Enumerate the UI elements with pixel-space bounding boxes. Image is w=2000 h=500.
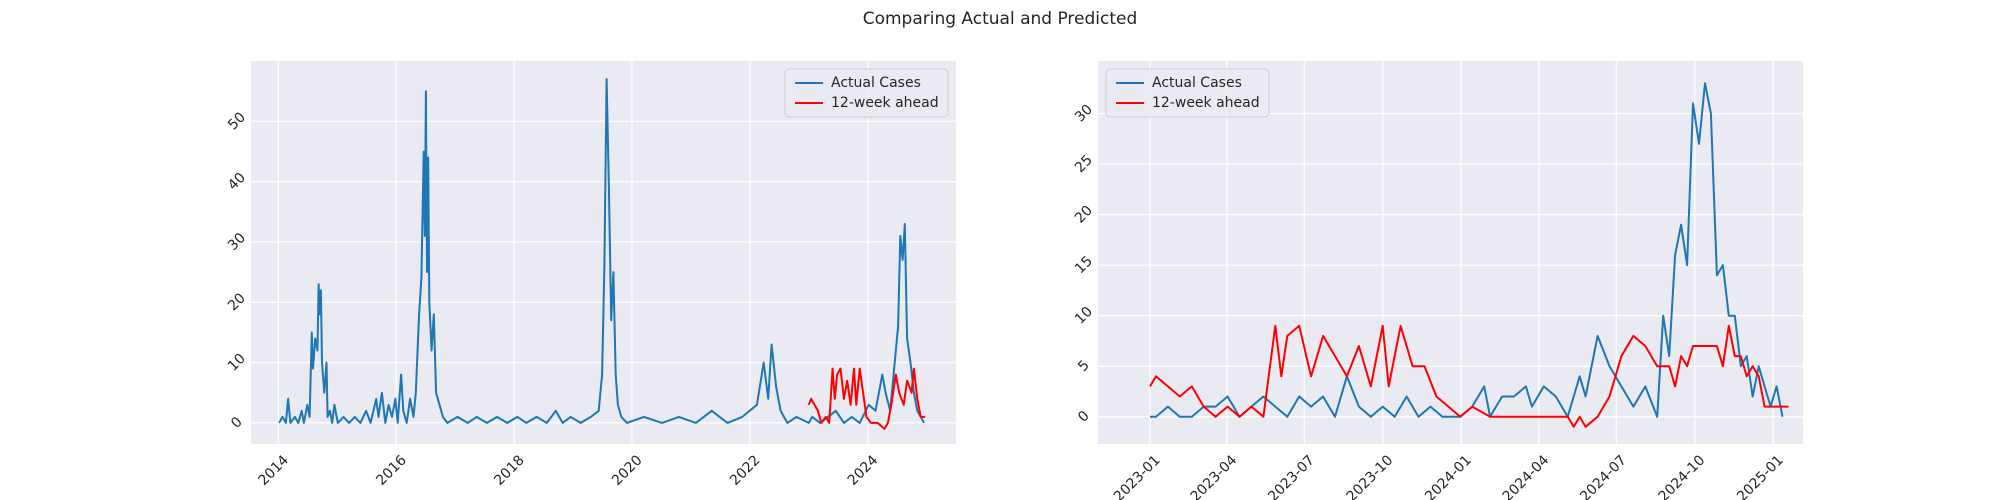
y-tick-label: 10 (1072, 304, 1096, 328)
y-tick-label: 40 (225, 170, 249, 194)
series-line-12-week-ahead (1149, 324, 1789, 428)
legend-label-actual-cases: Actual Cases (1152, 75, 1242, 91)
legend-label-12-week-ahead: 12-week ahead (1152, 95, 1260, 111)
y-tick-label: 0 (1075, 408, 1093, 426)
x-tick-label: 2023-04 (1188, 452, 1241, 500)
legend-label-12-week-ahead: 12-week ahead (831, 95, 939, 111)
x-tick-label: 2024-07 (1577, 452, 1630, 500)
x-tick-label: 2024 (845, 452, 882, 489)
x-tick-label: 2016 (373, 452, 410, 489)
x-tick-label: 2025-01 (1734, 452, 1787, 500)
x-tick-label: 2020 (609, 452, 646, 489)
y-tick-label: 20 (1072, 203, 1096, 227)
legend-box (1105, 68, 1270, 118)
y-tick-label: 10 (225, 351, 249, 375)
x-tick-label: 2023-10 (1344, 452, 1397, 500)
x-tick-label: 2024-01 (1422, 452, 1475, 500)
figure-title: Comparing Actual and Predicted (863, 9, 1138, 29)
legend: Actual Cases 12-week ahead (784, 68, 949, 118)
y-tick-label: 15 (1072, 253, 1096, 277)
plot-area (251, 61, 956, 444)
legend-box (784, 68, 949, 118)
legend: Actual Cases 12-week ahead (1105, 68, 1270, 118)
chart-recent-zoom: 0 5 10 15 20 25 30 2023-01 2023-04 2023-07 2023-10… (1072, 61, 1803, 500)
y-tick-label: 25 (1072, 152, 1096, 176)
y-tick-label: 5 (1075, 357, 1093, 375)
x-tick-label: 2014 (256, 452, 293, 489)
chart-full-history: 0 10 20 30 40 50 2014 2016 2018 2020 2022 2024 Actua… (225, 61, 956, 489)
y-tick-label: 30 (1072, 102, 1096, 126)
x-tick-label: 2022 (727, 452, 764, 489)
series-line-12-week-ahead (807, 367, 926, 430)
x-tick-label: 2018 (491, 452, 528, 489)
y-tick-label: 20 (225, 290, 249, 314)
y-tick-label: 30 (225, 230, 249, 254)
series-line-actual-cases (1150, 82, 1784, 418)
y-tick-label: 0 (228, 414, 246, 432)
x-tick-label: 2024-10 (1656, 452, 1709, 500)
x-tick-label: 2024-04 (1500, 452, 1553, 500)
legend-label-actual-cases: Actual Cases (831, 75, 921, 91)
y-tick-label: 50 (225, 109, 249, 133)
plot-area (1098, 61, 1803, 444)
x-tick-label: 2023-01 (1111, 452, 1164, 500)
x-tick-label: 2023-07 (1265, 452, 1318, 500)
